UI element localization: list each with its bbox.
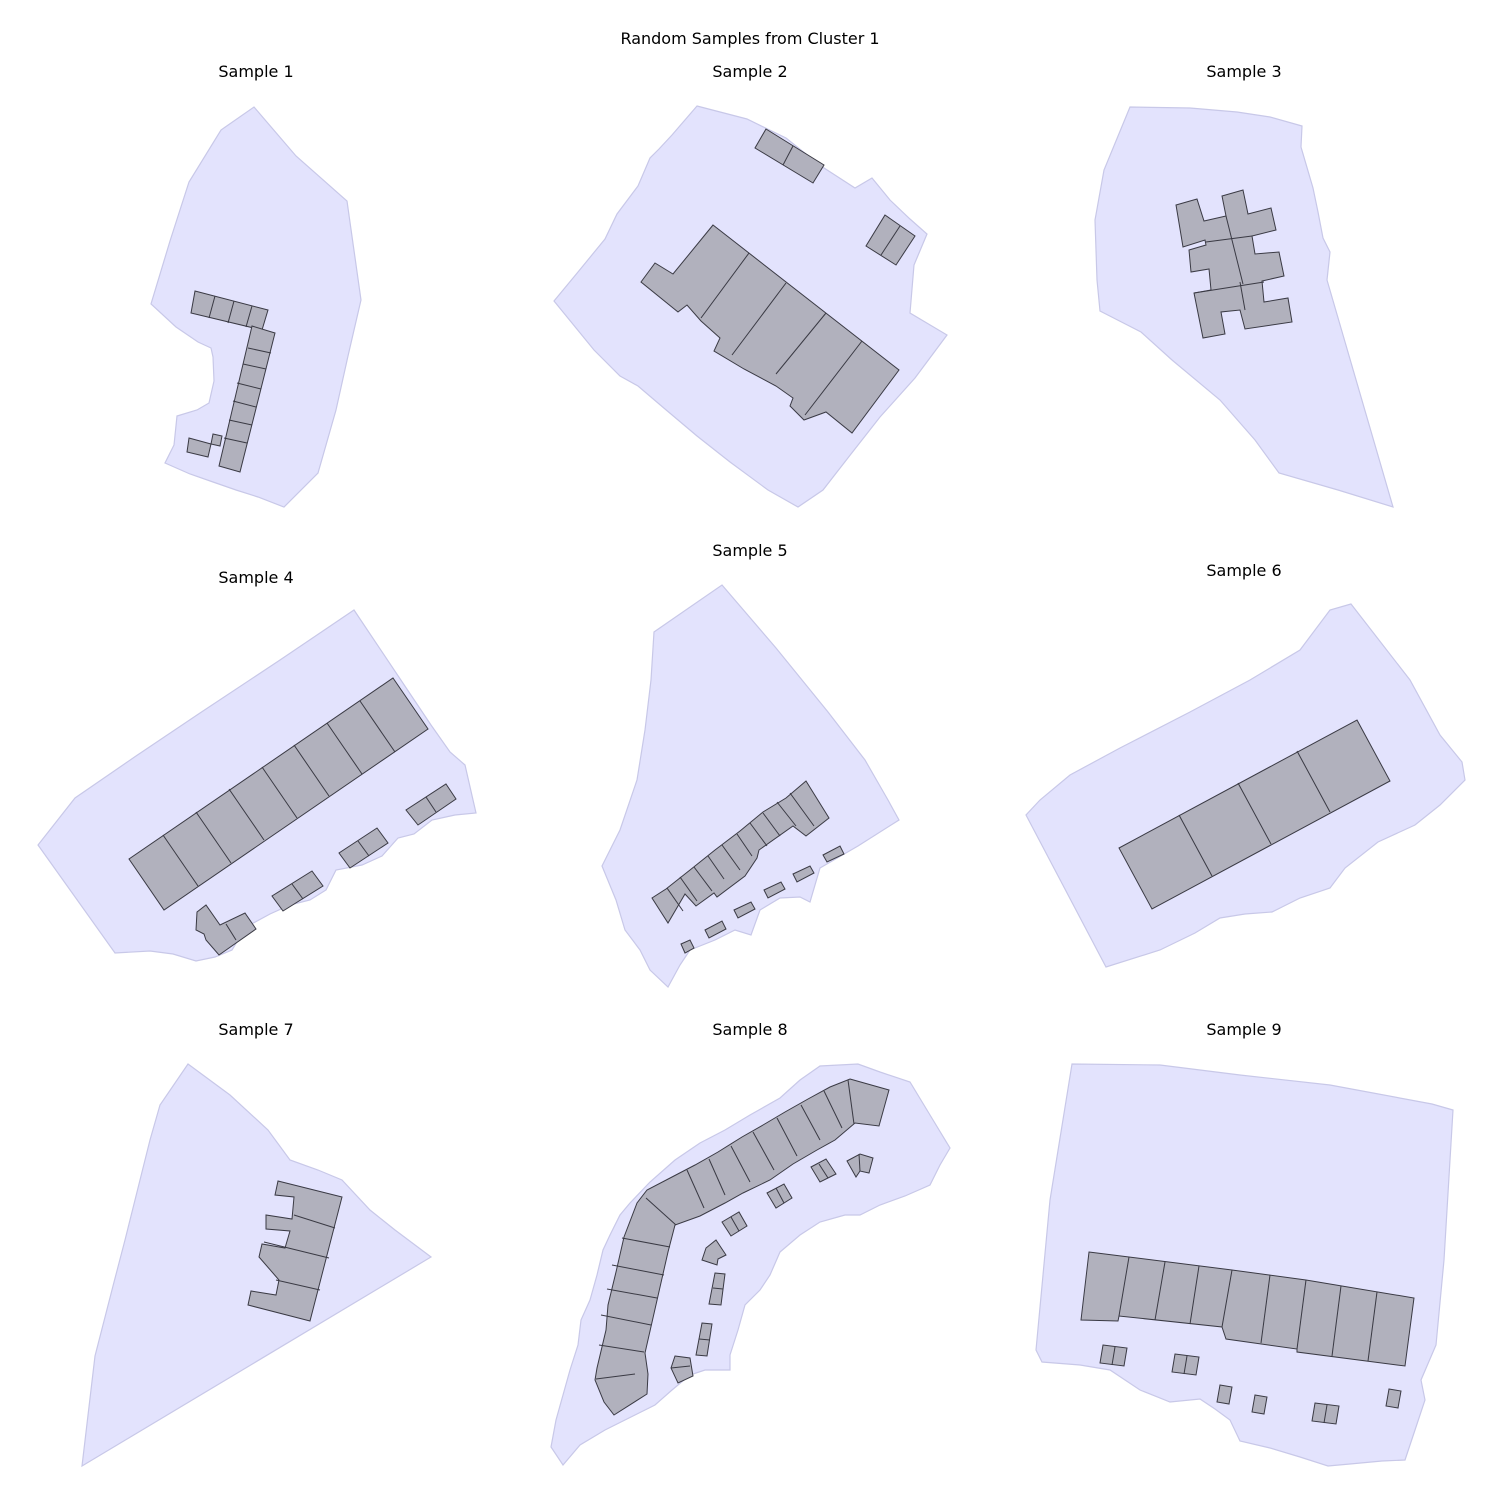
- panel-title-1: Sample 1: [218, 62, 293, 81]
- sample-panel-1: Sample 1: [150, 62, 362, 508]
- building: [1216, 1384, 1233, 1405]
- sample-panel-4: Sample 4: [37, 568, 477, 962]
- sample-panel-9: Sample 9: [1035, 1020, 1454, 1467]
- panel-title-5: Sample 5: [712, 541, 787, 560]
- parcel-outline: [601, 584, 900, 988]
- building: [701, 1239, 727, 1266]
- panel-title-9: Sample 9: [1206, 1020, 1281, 1039]
- building-group: [247, 1180, 343, 1322]
- building: [704, 920, 727, 939]
- sample-panel-7: Sample 7: [81, 1020, 433, 1468]
- building-group: [186, 290, 276, 473]
- building: [763, 881, 786, 899]
- building: [210, 433, 223, 447]
- panel-title-8: Sample 8: [712, 1020, 787, 1039]
- sample-panel-5: Sample 5: [601, 541, 900, 988]
- building: [1385, 1388, 1402, 1409]
- sample-panel-6: Sample 6: [1025, 561, 1466, 968]
- building-group: [594, 1078, 890, 1416]
- building-complex: [247, 1180, 343, 1322]
- building-group: [640, 128, 916, 434]
- building: [670, 1355, 694, 1384]
- sample-panel-2: Sample 2: [553, 62, 948, 508]
- building-wing: [218, 325, 276, 473]
- building: [754, 128, 825, 184]
- parcel-outline: [81, 1063, 433, 1468]
- building-row: [651, 780, 830, 924]
- building: [792, 865, 815, 883]
- figure-title: Random Samples from Cluster 1: [620, 29, 879, 48]
- building-row: [128, 677, 429, 911]
- panel-title-4: Sample 4: [218, 568, 293, 587]
- building: [1251, 1394, 1268, 1415]
- building: [186, 437, 212, 458]
- building: [733, 901, 756, 919]
- building: [680, 939, 695, 954]
- sample-panel-3: Sample 3: [1094, 62, 1394, 508]
- panel-title-6: Sample 6: [1206, 561, 1281, 580]
- building-cluster: [1175, 189, 1293, 339]
- building: [195, 904, 257, 956]
- building-group: [1080, 1251, 1415, 1425]
- building-group: [1175, 189, 1293, 339]
- building: [822, 845, 845, 863]
- building: [708, 1272, 726, 1306]
- building-row: [640, 224, 900, 434]
- panel-title-3: Sample 3: [1206, 62, 1281, 81]
- sample-panel-8: Sample 8: [550, 1020, 951, 1466]
- panel-title-2: Sample 2: [712, 62, 787, 81]
- panel-title-7: Sample 7: [218, 1020, 293, 1039]
- building-group: [651, 780, 845, 954]
- parcel-outline: [1035, 1063, 1454, 1467]
- building-curve-row: [594, 1078, 890, 1416]
- building: [766, 1183, 793, 1209]
- building-row: [1080, 1251, 1415, 1367]
- building-group: [128, 677, 457, 956]
- building-group: [1118, 719, 1391, 910]
